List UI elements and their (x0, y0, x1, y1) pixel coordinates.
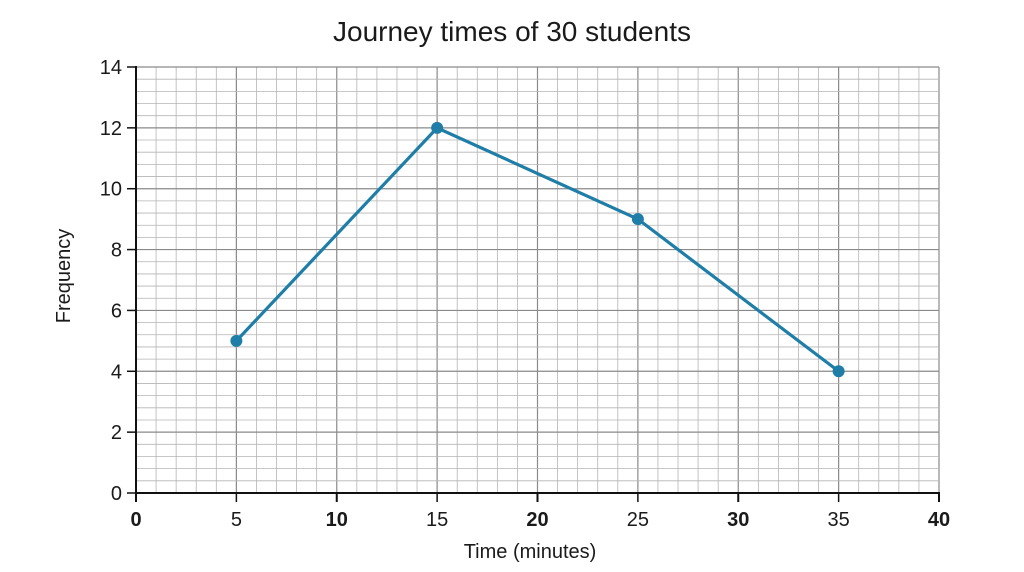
x-tick-label: 5 (231, 509, 242, 531)
series-layer (230, 121, 845, 378)
x-tick-label: 0 (130, 509, 141, 531)
y-axis-label: Frequency (53, 229, 75, 324)
x-tick-label: 10 (326, 509, 348, 531)
x-tick-label: 15 (426, 509, 448, 531)
axes (127, 66, 940, 502)
y-tick-label: 6 (111, 300, 122, 322)
data-point (431, 121, 444, 134)
chart-title: Journey times of 30 students (333, 16, 691, 47)
y-tick-label: 8 (111, 240, 122, 262)
x-tick-label: 30 (727, 509, 749, 531)
y-tick-label: 10 (100, 179, 122, 201)
y-tick-label: 2 (111, 422, 122, 444)
series-line (234, 126, 841, 373)
tick-labels: 0 5 10 15 20 25 30 35 40 0 2 4 6 8 10 12 14 (100, 57, 950, 531)
y-tick-label: 0 (111, 483, 122, 505)
data-point (631, 213, 644, 226)
data-point (832, 365, 845, 378)
y-tick-label: 12 (100, 118, 122, 140)
y-tick-label: 4 (111, 361, 122, 383)
data-point (230, 334, 243, 347)
grid (135, 66, 940, 494)
x-axis-label: Time (minutes) (464, 541, 597, 563)
x-tick-label: 35 (828, 509, 850, 531)
y-tick-label: 14 (100, 57, 122, 79)
x-tick-label: 40 (928, 509, 950, 531)
x-tick-label: 25 (627, 509, 649, 531)
x-tick-label: 20 (526, 509, 548, 531)
